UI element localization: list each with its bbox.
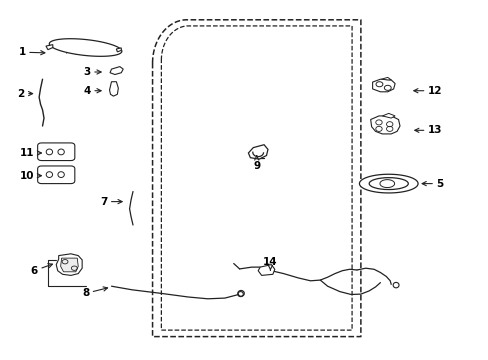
Polygon shape [56, 254, 82, 275]
Text: 12: 12 [413, 86, 442, 96]
Text: 8: 8 [82, 287, 107, 298]
Polygon shape [381, 77, 390, 80]
Text: 11: 11 [20, 148, 41, 158]
Text: 3: 3 [83, 67, 101, 77]
Text: 14: 14 [263, 257, 277, 270]
Text: 10: 10 [20, 171, 41, 181]
Text: 1: 1 [19, 47, 45, 57]
Polygon shape [359, 174, 417, 193]
Polygon shape [116, 48, 121, 52]
Polygon shape [110, 67, 123, 75]
Polygon shape [248, 145, 267, 159]
Text: 9: 9 [253, 156, 260, 171]
FancyBboxPatch shape [38, 166, 75, 184]
Polygon shape [370, 116, 399, 134]
Polygon shape [258, 265, 274, 275]
Polygon shape [46, 45, 53, 50]
Text: 5: 5 [421, 179, 443, 189]
Text: 4: 4 [83, 86, 101, 96]
Text: 13: 13 [414, 125, 442, 135]
Polygon shape [109, 82, 118, 96]
FancyBboxPatch shape [38, 143, 75, 161]
Text: 6: 6 [31, 264, 52, 276]
Polygon shape [61, 258, 78, 272]
Polygon shape [49, 39, 122, 56]
Text: 2: 2 [18, 89, 33, 99]
Text: 7: 7 [100, 197, 122, 207]
Polygon shape [372, 79, 394, 92]
Polygon shape [382, 113, 394, 118]
